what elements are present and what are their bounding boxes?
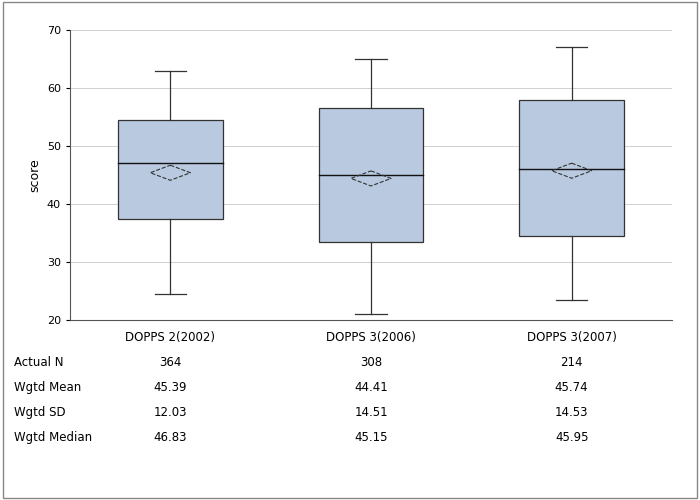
Text: 364: 364 (159, 356, 181, 369)
Text: 214: 214 (561, 356, 583, 369)
Bar (318, 108, 424, 242)
Text: Wgtd Median: Wgtd Median (14, 431, 92, 444)
Text: 45.39: 45.39 (153, 381, 187, 394)
Text: 46.83: 46.83 (153, 431, 187, 444)
Text: 45.95: 45.95 (555, 431, 589, 444)
Text: DOPPS 3(2007): DOPPS 3(2007) (526, 331, 617, 344)
Text: 44.41: 44.41 (354, 381, 388, 394)
Text: 14.53: 14.53 (555, 406, 589, 419)
Text: 45.74: 45.74 (555, 381, 589, 394)
Bar (118, 120, 223, 218)
Y-axis label: score: score (28, 158, 41, 192)
Text: DOPPS 2(2002): DOPPS 2(2002) (125, 331, 216, 344)
Text: Actual N: Actual N (14, 356, 64, 369)
Text: 45.15: 45.15 (354, 431, 388, 444)
Text: 14.51: 14.51 (354, 406, 388, 419)
Bar (519, 100, 624, 236)
Text: Wgtd Mean: Wgtd Mean (14, 381, 81, 394)
Text: 12.03: 12.03 (153, 406, 187, 419)
Text: Wgtd SD: Wgtd SD (14, 406, 66, 419)
Text: 308: 308 (360, 356, 382, 369)
Text: DOPPS 3(2006): DOPPS 3(2006) (326, 331, 416, 344)
